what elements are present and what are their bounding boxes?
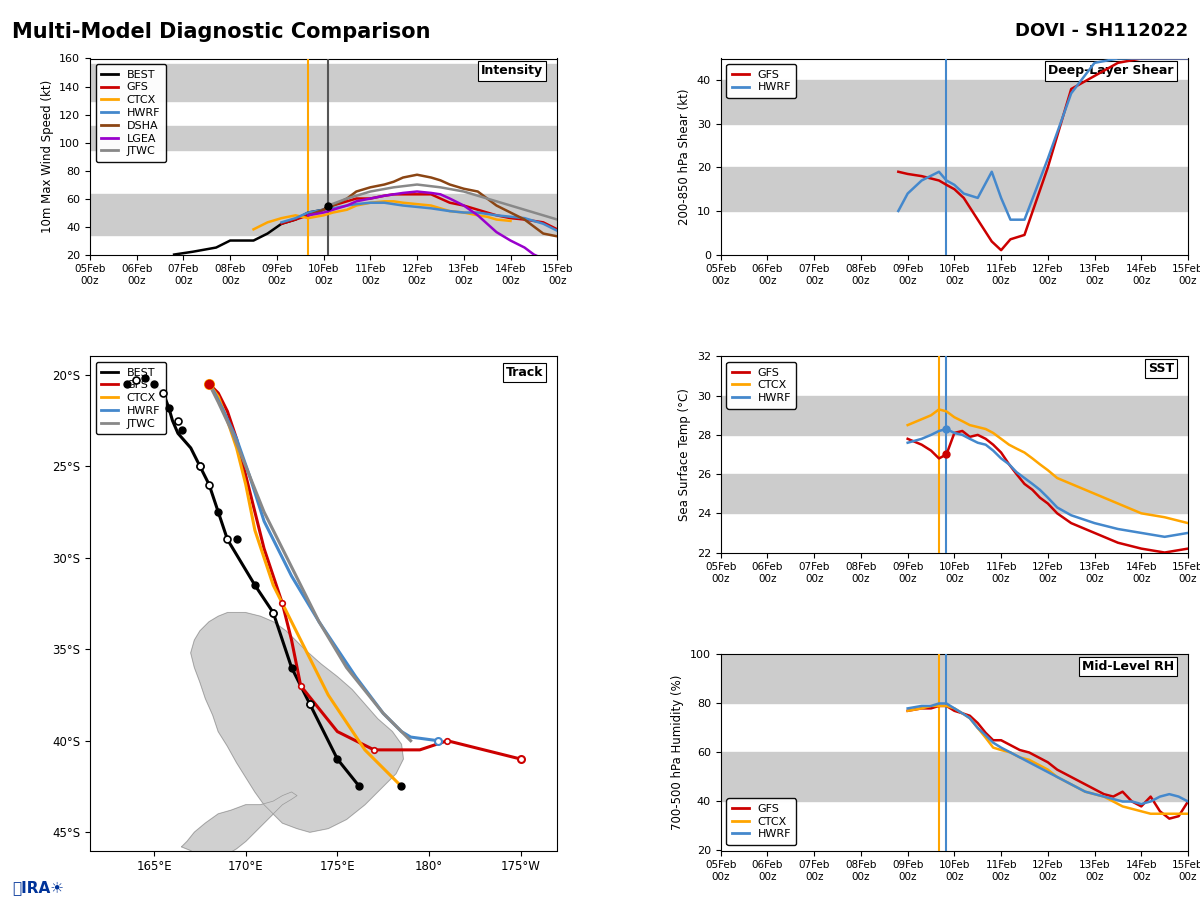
Legend: GFS, CTCX, HWRF: GFS, CTCX, HWRF [726, 362, 797, 409]
Legend: BEST, GFS, CTCX, HWRF, DSHA, LGEA, JTWC: BEST, GFS, CTCX, HWRF, DSHA, LGEA, JTWC [96, 64, 166, 162]
Text: Intensity: Intensity [481, 65, 544, 77]
Bar [721, 80, 1188, 124]
Polygon shape [181, 792, 298, 860]
Text: ⒸIRA☀: ⒸIRA☀ [12, 880, 64, 896]
Text: Deep-Layer Shear: Deep-Layer Shear [1049, 65, 1174, 77]
Bar [721, 654, 1188, 704]
Bar [90, 194, 557, 235]
Bar [721, 752, 1188, 802]
Legend: GFS, HWRF: GFS, HWRF [726, 64, 797, 98]
Text: Multi-Model Diagnostic Comparison: Multi-Model Diagnostic Comparison [12, 22, 431, 42]
Text: SST: SST [1148, 363, 1174, 375]
Y-axis label: Sea Surface Temp (°C): Sea Surface Temp (°C) [678, 388, 691, 521]
Y-axis label: 10m Max Wind Speed (kt): 10m Max Wind Speed (kt) [41, 80, 54, 233]
Bar [721, 167, 1188, 211]
Legend: BEST, GFS, CTCX, HWRF, JTWC: BEST, GFS, CTCX, HWRF, JTWC [96, 362, 166, 435]
Text: Track: Track [505, 366, 544, 380]
Y-axis label: 200-850 hPa Shear (kt): 200-850 hPa Shear (kt) [678, 88, 691, 225]
Legend: GFS, CTCX, HWRF: GFS, CTCX, HWRF [726, 798, 797, 845]
Bar [90, 64, 557, 101]
Text: DOVI - SH112022: DOVI - SH112022 [1015, 22, 1188, 40]
Bar [90, 126, 557, 149]
Bar [721, 474, 1188, 513]
Polygon shape [191, 613, 403, 833]
Text: Mid-Level RH: Mid-Level RH [1082, 661, 1174, 673]
Bar [721, 396, 1188, 435]
Y-axis label: 700-500 hPa Humidity (%): 700-500 hPa Humidity (%) [672, 675, 684, 830]
